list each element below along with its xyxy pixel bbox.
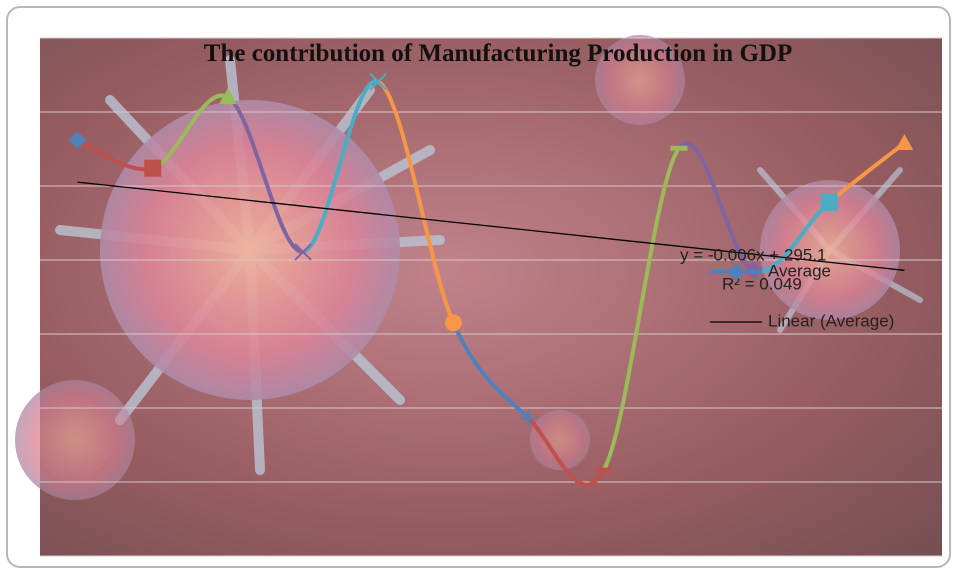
line-segment xyxy=(527,416,606,487)
marker xyxy=(670,145,688,151)
marker xyxy=(294,243,312,261)
legend-label: Average xyxy=(768,261,831,280)
marker xyxy=(219,88,237,105)
marker xyxy=(68,131,87,149)
trendline-r-squared: R² = 0.049 xyxy=(722,274,802,293)
marker xyxy=(595,467,613,473)
marker xyxy=(444,314,462,332)
marker xyxy=(369,72,387,91)
legend-label: Linear (Average) xyxy=(768,311,894,330)
line-segment xyxy=(451,322,530,420)
marker xyxy=(144,159,162,177)
line-segment xyxy=(302,79,380,254)
line-segment xyxy=(677,141,756,273)
line-segment xyxy=(226,95,304,254)
marker xyxy=(520,410,537,427)
trendline-equation: y = -0.006x + 295.1 xyxy=(680,245,827,264)
trendline xyxy=(77,181,905,271)
marker xyxy=(895,134,914,150)
plot-background xyxy=(15,35,942,556)
legend: Average Linear (Average) xyxy=(710,261,894,330)
line-segment xyxy=(377,79,456,324)
marker xyxy=(820,193,838,211)
line-segment xyxy=(602,147,681,472)
marker xyxy=(727,263,745,281)
chart-title: The contribution of Manufacturing Produc… xyxy=(203,40,793,67)
